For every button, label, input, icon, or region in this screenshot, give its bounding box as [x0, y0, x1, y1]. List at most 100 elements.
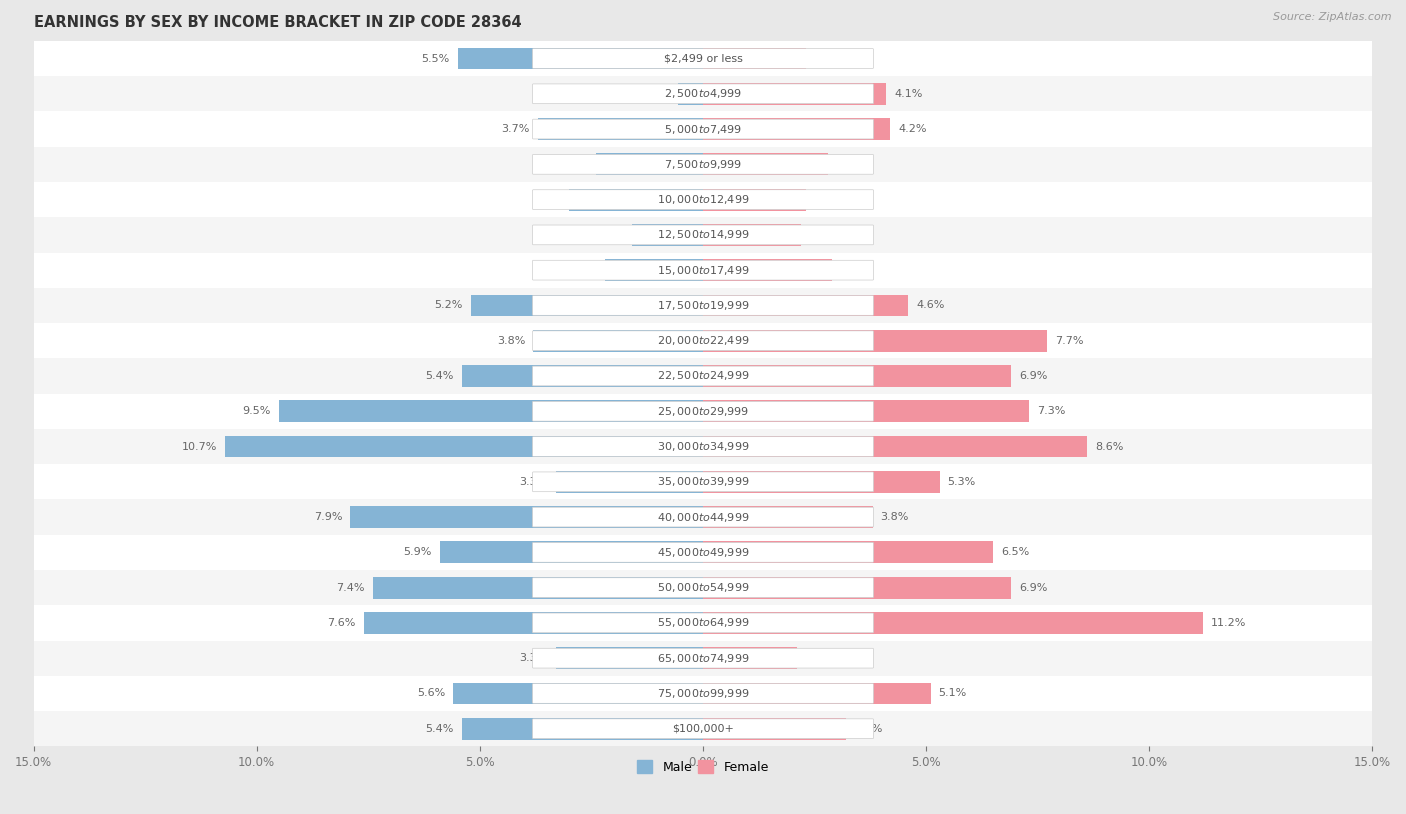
Text: 5.5%: 5.5%: [422, 54, 450, 63]
Bar: [555, 470, 703, 492]
Bar: [555, 647, 703, 669]
Text: EARNINGS BY SEX BY INCOME BRACKET IN ZIP CODE 28364: EARNINGS BY SEX BY INCOME BRACKET IN ZIP…: [34, 15, 522, 30]
Text: $40,000 to $44,999: $40,000 to $44,999: [657, 510, 749, 523]
Bar: [678, 83, 703, 105]
FancyBboxPatch shape: [533, 613, 873, 632]
Bar: [703, 365, 1011, 387]
Bar: [34, 641, 1372, 676]
Bar: [364, 612, 703, 634]
Bar: [703, 118, 890, 140]
Bar: [703, 47, 806, 69]
Bar: [703, 647, 797, 669]
FancyBboxPatch shape: [533, 719, 873, 738]
Bar: [34, 41, 1372, 77]
Text: 2.4%: 2.4%: [560, 160, 588, 169]
Bar: [703, 330, 1046, 352]
Text: 1.6%: 1.6%: [595, 230, 623, 240]
Text: $50,000 to $54,999: $50,000 to $54,999: [657, 581, 749, 594]
Bar: [34, 77, 1372, 112]
Bar: [34, 570, 1372, 606]
FancyBboxPatch shape: [533, 436, 873, 457]
Bar: [34, 323, 1372, 358]
Text: 6.9%: 6.9%: [1019, 583, 1047, 593]
Text: 7.9%: 7.9%: [314, 512, 343, 522]
Bar: [703, 83, 886, 105]
Text: 7.6%: 7.6%: [328, 618, 356, 628]
FancyBboxPatch shape: [533, 542, 873, 562]
Bar: [225, 435, 703, 457]
Text: 4.6%: 4.6%: [917, 300, 945, 310]
Text: $5,000 to $7,499: $5,000 to $7,499: [664, 123, 742, 136]
Text: 7.4%: 7.4%: [336, 583, 364, 593]
Bar: [569, 189, 703, 211]
Bar: [703, 295, 908, 317]
FancyBboxPatch shape: [533, 260, 873, 280]
Text: 2.9%: 2.9%: [841, 265, 869, 275]
Text: $35,000 to $39,999: $35,000 to $39,999: [657, 475, 749, 488]
Text: 3.8%: 3.8%: [496, 335, 526, 346]
Text: 5.4%: 5.4%: [426, 724, 454, 733]
FancyBboxPatch shape: [533, 119, 873, 139]
Bar: [34, 112, 1372, 147]
Bar: [631, 224, 703, 246]
Bar: [463, 718, 703, 740]
Text: Source: ZipAtlas.com: Source: ZipAtlas.com: [1274, 12, 1392, 22]
Bar: [703, 718, 846, 740]
FancyBboxPatch shape: [533, 225, 873, 245]
Bar: [605, 259, 703, 281]
Text: 5.1%: 5.1%: [939, 689, 967, 698]
Legend: Male, Female: Male, Female: [633, 755, 773, 779]
Bar: [34, 252, 1372, 288]
Text: $100,000+: $100,000+: [672, 724, 734, 733]
Text: $15,000 to $17,499: $15,000 to $17,499: [657, 264, 749, 277]
Text: 7.3%: 7.3%: [1036, 406, 1066, 416]
Text: $75,000 to $99,999: $75,000 to $99,999: [657, 687, 749, 700]
Text: $7,500 to $9,999: $7,500 to $9,999: [664, 158, 742, 171]
Bar: [34, 676, 1372, 711]
Bar: [703, 470, 939, 492]
Bar: [703, 189, 806, 211]
Text: 6.9%: 6.9%: [1019, 371, 1047, 381]
Text: $20,000 to $22,499: $20,000 to $22,499: [657, 335, 749, 348]
Bar: [34, 429, 1372, 464]
Text: 9.5%: 9.5%: [243, 406, 271, 416]
Bar: [703, 576, 1011, 598]
Text: $22,500 to $24,999: $22,500 to $24,999: [657, 370, 749, 383]
FancyBboxPatch shape: [533, 472, 873, 492]
Bar: [538, 118, 703, 140]
Bar: [703, 153, 828, 175]
Text: 4.1%: 4.1%: [894, 89, 922, 98]
FancyBboxPatch shape: [533, 295, 873, 315]
Text: 6.5%: 6.5%: [1001, 547, 1029, 558]
Bar: [440, 541, 703, 563]
Text: $17,500 to $19,999: $17,500 to $19,999: [657, 299, 749, 312]
Text: 11.2%: 11.2%: [1211, 618, 1246, 628]
Bar: [373, 576, 703, 598]
Text: 3.0%: 3.0%: [533, 195, 561, 204]
Text: 10.7%: 10.7%: [181, 441, 218, 452]
Bar: [703, 224, 801, 246]
Text: 7.7%: 7.7%: [1054, 335, 1083, 346]
Bar: [34, 147, 1372, 182]
Bar: [703, 435, 1087, 457]
Text: $55,000 to $64,999: $55,000 to $64,999: [657, 616, 749, 629]
Text: $45,000 to $49,999: $45,000 to $49,999: [657, 546, 749, 559]
FancyBboxPatch shape: [533, 648, 873, 668]
Bar: [703, 506, 873, 528]
Bar: [350, 506, 703, 528]
Bar: [278, 400, 703, 422]
Text: 5.4%: 5.4%: [426, 371, 454, 381]
Bar: [34, 394, 1372, 429]
FancyBboxPatch shape: [533, 507, 873, 527]
FancyBboxPatch shape: [533, 190, 873, 209]
FancyBboxPatch shape: [533, 401, 873, 421]
Bar: [34, 711, 1372, 746]
FancyBboxPatch shape: [533, 84, 873, 103]
Text: $65,000 to $74,999: $65,000 to $74,999: [657, 652, 749, 665]
Bar: [463, 365, 703, 387]
FancyBboxPatch shape: [533, 155, 873, 174]
Text: $25,000 to $29,999: $25,000 to $29,999: [657, 405, 749, 418]
Text: 2.2%: 2.2%: [810, 230, 838, 240]
Text: 2.2%: 2.2%: [568, 265, 596, 275]
Bar: [34, 500, 1372, 535]
